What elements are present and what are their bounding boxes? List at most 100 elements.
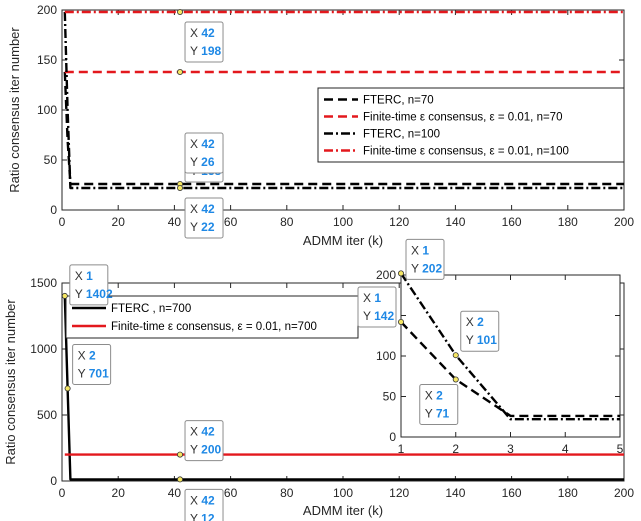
datatip-marker (397, 270, 404, 277)
series-line-1 (63, 71, 624, 186)
y-tick-label: 150 (37, 53, 57, 67)
datatip-marker (452, 352, 459, 359)
series-group (63, 10, 624, 190)
datatip-y: Y 22 (190, 220, 215, 234)
datatip-y: Y 701 (78, 366, 109, 380)
x-tick-label: 5 (617, 442, 624, 456)
x-tick-label: 200 (614, 486, 634, 500)
datatip-x: X 42 (190, 493, 215, 507)
x-tick-label: 160 (502, 215, 522, 229)
series-group (63, 295, 624, 481)
x-tick-label: 40 (168, 486, 182, 500)
datatip-x: X 2 (78, 348, 96, 362)
datatip-x: X 42 (190, 137, 215, 151)
legend-entry: Finite-time ε consensus, ε = 0.01, n=70 (363, 112, 562, 124)
x-axis-label: ADMM iter (k) (303, 233, 383, 248)
datatip-x: X 42 (190, 202, 215, 216)
x-tick-label: 40 (168, 215, 182, 229)
legend-box (317, 87, 625, 163)
datatip-box (184, 488, 224, 521)
y-tick-label: 0 (389, 430, 396, 444)
x-tick-label: 100 (333, 215, 353, 229)
x-tick-label: 180 (558, 215, 578, 229)
datatip-y: Y 198 (190, 44, 221, 58)
datatip-x: X 42 (190, 26, 215, 40)
datatip: X 42 Y 200 (177, 420, 224, 462)
legend-box (65, 295, 359, 339)
x-tick-label: 140 (445, 486, 465, 500)
y-tick-label: 500 (37, 408, 57, 422)
legend-entry: FTERC , n=700 (111, 303, 191, 315)
y-tick-label: 50 (383, 390, 397, 404)
y-tick-label: 1500 (30, 276, 57, 290)
datatip-box (405, 238, 445, 280)
datatip-marker (61, 292, 68, 299)
legend-entry: Finite-time ε consensus, ε = 0.01, n=700 (111, 321, 317, 333)
datatip: X 2 Y 101 (452, 310, 500, 359)
x-tick-label: 2 (452, 442, 459, 456)
x-tick-label: 80 (280, 486, 294, 500)
datatip: X 2 Y 701 (64, 343, 112, 392)
datatip-box (184, 197, 224, 239)
x-tick-label: 80 (280, 215, 294, 229)
datatip-marker (452, 376, 459, 383)
x-tick-label: 1 (398, 442, 405, 456)
y-tick-label: 50 (44, 153, 58, 167)
datatip-box (460, 310, 500, 352)
y-tick-label: 0 (50, 474, 57, 488)
datatip-box (357, 286, 397, 328)
datatip: X 2 Y 71 (419, 376, 459, 425)
x-tick-label: 0 (59, 486, 66, 500)
datatip-marker (177, 184, 184, 191)
legend-entry: Finite-time ε consensus, ε = 0.01, n=100 (363, 146, 569, 158)
y-axis-label: Ratio consensus iter number (3, 299, 18, 465)
y-tick-label: 100 (376, 349, 396, 363)
y-axis-label: Ratio consensus iter number (7, 27, 22, 193)
x-tick-label: 120 (389, 486, 409, 500)
series-line-1 (401, 321, 620, 418)
x-tick-label: 60 (224, 215, 238, 229)
x-tick-label: 180 (558, 486, 578, 500)
datatip-marker (177, 476, 184, 483)
datatip-y: Y 26 (190, 155, 215, 169)
x-tick-label: 160 (502, 486, 522, 500)
legend: FTERC, n=70 Finite-time ε consensus, ε = … (317, 87, 625, 163)
datatip-marker (397, 318, 404, 325)
x-tick-label: 200 (614, 215, 634, 229)
datatip: X 1 Y 1402 (61, 264, 113, 306)
datatip-marker (177, 8, 184, 15)
y-tick-label: 200 (37, 3, 57, 17)
datatip: X 1 Y 202 (397, 238, 445, 280)
datatip-x: X 1 (363, 291, 381, 305)
y-tick-label: 0 (50, 203, 57, 217)
datatip: X 42 Y 12 (177, 476, 224, 521)
series-line-3 (63, 11, 624, 190)
x-tick-label: 0 (59, 215, 66, 229)
datatip-x: X 42 (190, 425, 215, 439)
datatip-x: X 2 (466, 315, 484, 329)
legend: FTERC , n=700 Finite-time ε consensus, ε … (65, 295, 359, 339)
datatip-y: Y 202 (411, 261, 442, 275)
datatip: X 42 Y 22 (177, 184, 224, 239)
series-line-1 (63, 295, 624, 481)
datatip-marker (177, 69, 184, 76)
x-tick-label: 60 (224, 486, 238, 500)
datatip-marker (64, 385, 71, 392)
x-tick-label: 20 (112, 215, 126, 229)
datatip-y: Y 12 (190, 511, 215, 521)
datatip-y: Y 1402 (75, 287, 113, 301)
series-line-2 (401, 273, 620, 421)
datatip-y: Y 101 (466, 333, 497, 347)
datatip-box (69, 264, 109, 306)
datatip-x: X 1 (411, 243, 429, 257)
x-tick-label: 100 (333, 486, 353, 500)
datatip-box (419, 383, 459, 425)
datatip-box (72, 343, 112, 385)
datatip: X 1 Y 142 (357, 286, 404, 328)
y-tick-label: 1000 (30, 342, 57, 356)
x-tick-label: 3 (507, 442, 514, 456)
series-group (401, 273, 620, 421)
x-tick-label: 4 (562, 442, 569, 456)
